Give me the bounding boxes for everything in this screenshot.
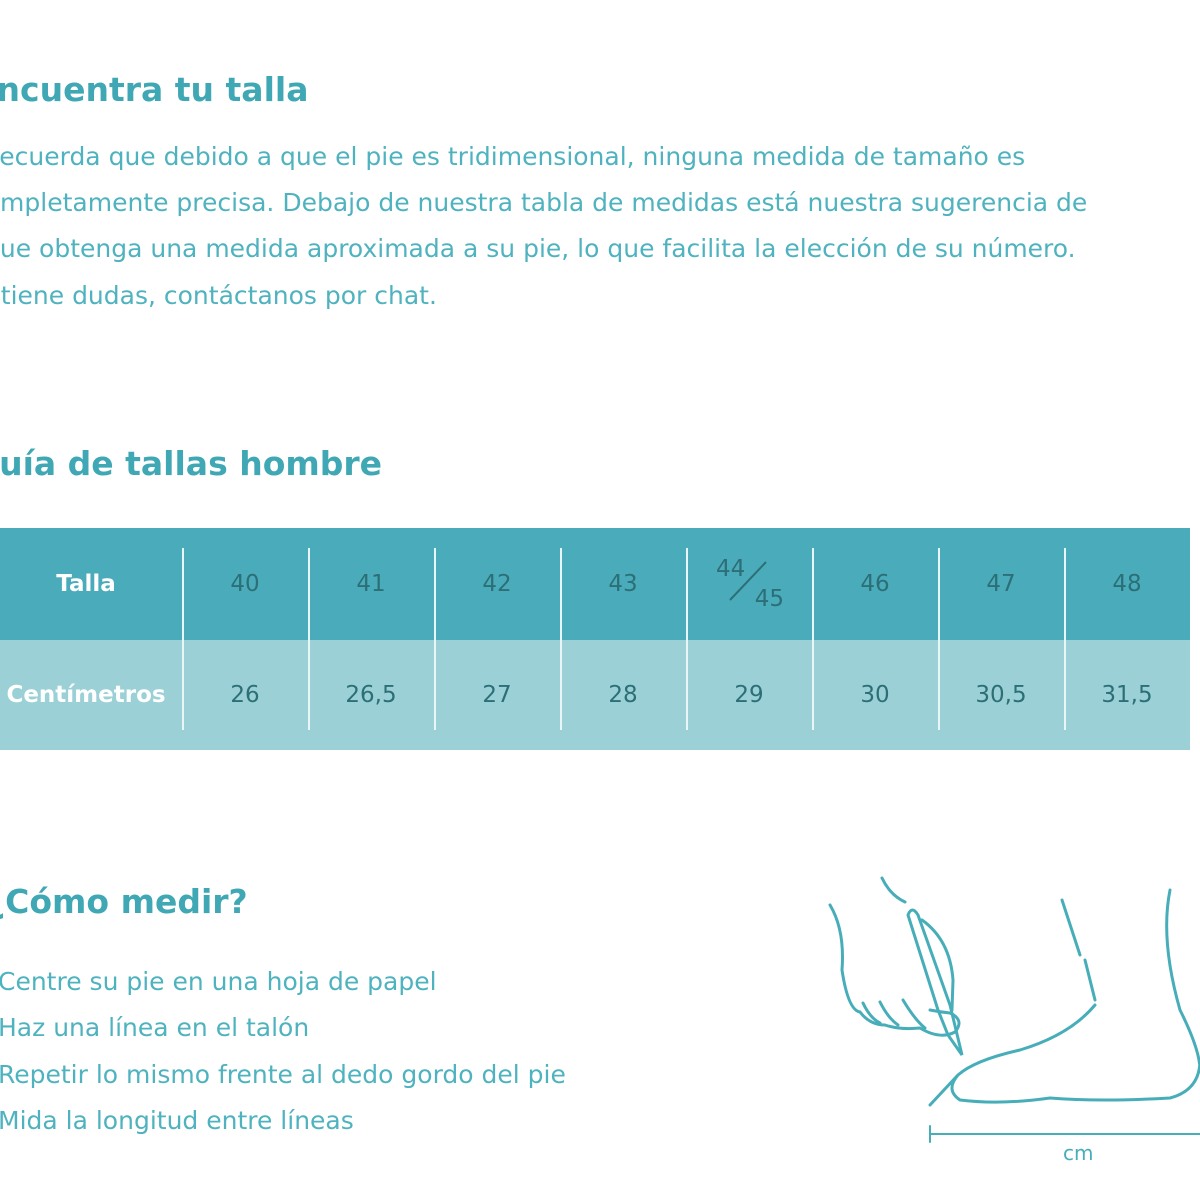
intro-title: Encuentra tu talla bbox=[0, 70, 309, 109]
size-fraction: 44 45 bbox=[714, 556, 784, 612]
foot-outline bbox=[928, 888, 1200, 1107]
size-cell: 46 bbox=[812, 528, 938, 640]
measure-line bbox=[929, 1125, 1200, 1143]
size-cell: 40 bbox=[182, 528, 308, 640]
size-cell: 42 bbox=[434, 528, 560, 640]
cm-cell: 26 bbox=[182, 640, 308, 750]
size-table: Talla 40 41 42 43 44 45 46 47 48 Centíme… bbox=[0, 528, 1190, 750]
size-fraction-top: 44 bbox=[716, 556, 746, 582]
cm-cell: 29 bbox=[686, 640, 812, 750]
measure-step: Centre su pie en una hoja de papel bbox=[0, 967, 437, 996]
intro-line: Recuerda que debido a que el pie es trid… bbox=[0, 142, 1026, 171]
cm-row: Centímetros 26 26,5 27 28 29 30 30,5 31,… bbox=[0, 640, 1190, 750]
foot-measuring-illustration: cm bbox=[828, 876, 1200, 1165]
intro-line: Si tiene dudas, contáctanos por chat. bbox=[0, 281, 437, 310]
size-cell: 47 bbox=[938, 528, 1064, 640]
size-cell: 44 45 bbox=[686, 528, 812, 640]
cm-cell: 27 bbox=[434, 640, 560, 750]
row-label: Talla bbox=[56, 571, 116, 597]
cm-cell: 30 bbox=[812, 640, 938, 750]
row-label: Centímetros bbox=[6, 682, 166, 708]
measure-step: Haz una línea en el talón bbox=[0, 1013, 310, 1042]
cm-cell: 31,5 bbox=[1064, 640, 1190, 750]
measure-step: Repetir lo mismo frente al dedo gordo de… bbox=[0, 1060, 566, 1089]
size-guide-title: Guía de tallas hombre bbox=[0, 444, 383, 483]
intro-line: que obtenga una medida aproximada a su p… bbox=[0, 234, 1076, 263]
size-cell: 43 bbox=[560, 528, 686, 640]
size-fraction-bottom: 45 bbox=[754, 586, 784, 612]
intro-line: completamente precisa. Debajo de nuestra… bbox=[0, 188, 1088, 217]
measure-title: ¿Cómo medir? bbox=[0, 882, 248, 921]
cm-cell: 30,5 bbox=[938, 640, 1064, 750]
size-cell: 41 bbox=[308, 528, 434, 640]
measure-step: Mida la longitud entre líneas bbox=[0, 1106, 354, 1135]
size-row: Talla 40 41 42 43 44 45 46 47 48 bbox=[0, 528, 1190, 640]
slash-divider bbox=[729, 561, 767, 601]
pen-icon bbox=[906, 908, 964, 1056]
unit-label: cm bbox=[1063, 1141, 1093, 1165]
cm-cell: 28 bbox=[560, 640, 686, 750]
size-cell: 48 bbox=[1064, 528, 1190, 640]
cm-cell: 26,5 bbox=[308, 640, 434, 750]
